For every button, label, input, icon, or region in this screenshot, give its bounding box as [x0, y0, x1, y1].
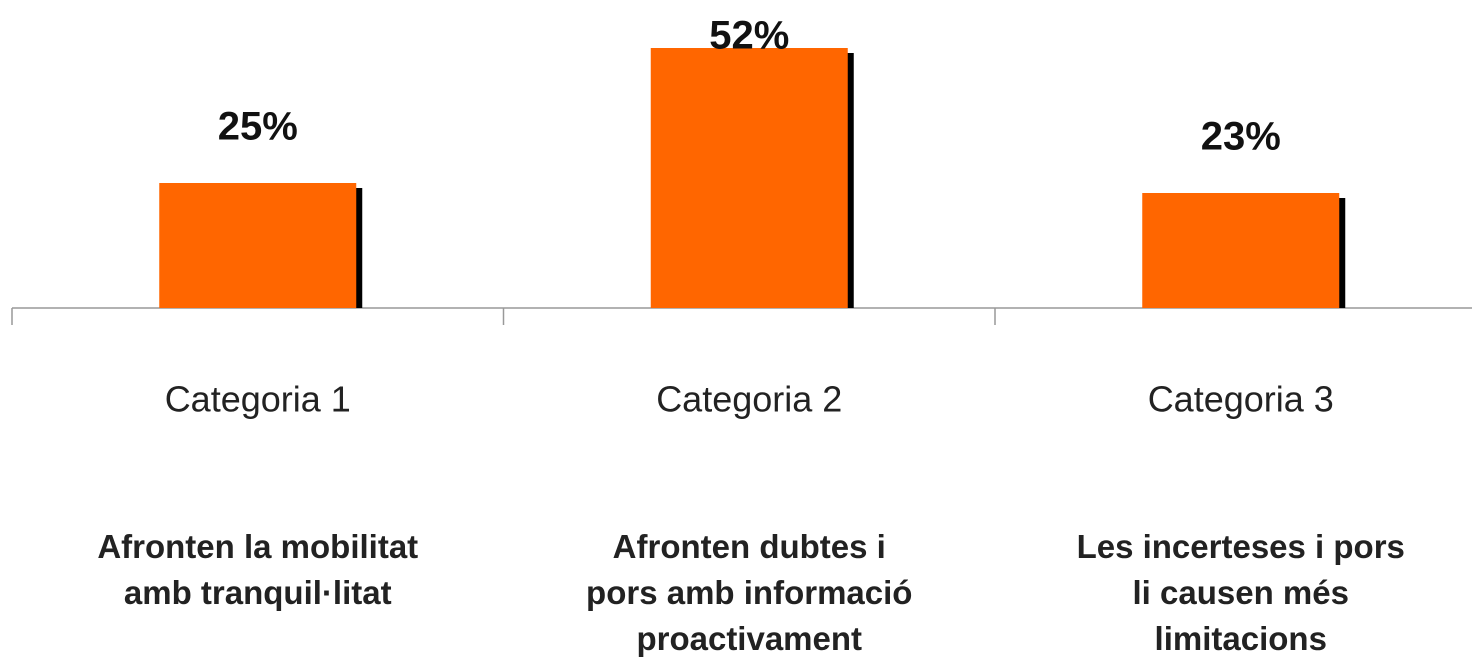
category-description: Les incerteses i pors li causen més limi… [1076, 528, 1405, 657]
bar [159, 183, 357, 308]
category-description: Afronten la mobilitat amb tranquil·litat [97, 528, 419, 611]
x-tick-label: Categoria 2 [656, 379, 842, 420]
value-label: 25% [218, 105, 298, 149]
value-label: 23% [1201, 115, 1281, 159]
category-description: Afronten dubtes i pors amb informació pr… [586, 528, 913, 657]
bar [1142, 193, 1340, 308]
bar [650, 48, 848, 308]
x-tick-label: Categoria 3 [1148, 379, 1334, 420]
value-label: 52% [709, 14, 789, 58]
x-tick-label: Categoria 1 [165, 379, 351, 420]
